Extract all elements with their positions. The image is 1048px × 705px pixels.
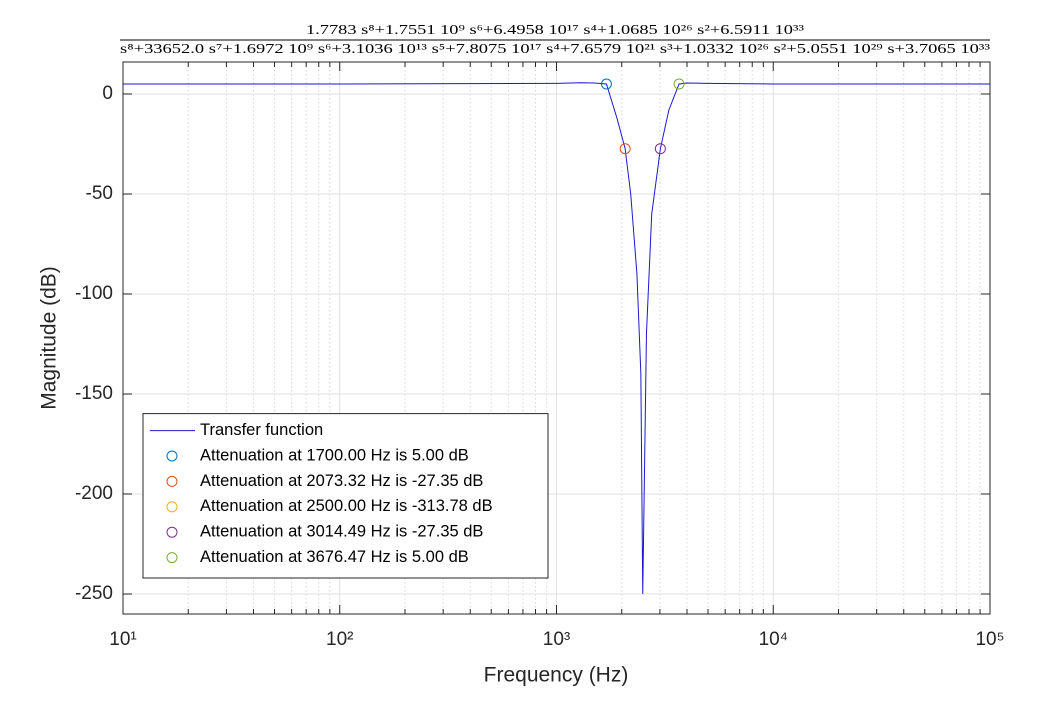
data-point bbox=[600, 78, 612, 90]
y-tick-label: -200 bbox=[75, 483, 113, 504]
legend-swatch bbox=[166, 526, 178, 538]
legend-swatch bbox=[166, 552, 178, 564]
x-tick-label: 10⁵ bbox=[975, 629, 1004, 650]
x-tick-label: 10¹ bbox=[109, 629, 136, 650]
legend-label: Attenuation at 1700.00 Hz is 5.00 dB bbox=[200, 446, 469, 464]
legend-label: Attenuation at 2500.00 Hz is -313.78 dB bbox=[200, 497, 493, 515]
legend-swatch bbox=[166, 450, 178, 462]
x-tick-label: 10⁴ bbox=[759, 629, 788, 650]
title-numerator: 1.7783 s⁸+1.7551 10⁹ s⁶+6.4958 10¹⁷ s⁴+1… bbox=[306, 22, 804, 37]
legend: Transfer function Attenuation at 1700.00 … bbox=[142, 413, 549, 579]
y-tick-label: 0 bbox=[102, 83, 113, 104]
data-point bbox=[619, 143, 631, 155]
data-point bbox=[673, 78, 685, 90]
x-tick-label: 10³ bbox=[543, 629, 570, 650]
y-tick-label: -100 bbox=[75, 283, 113, 304]
legend-swatch bbox=[166, 501, 178, 513]
legend-swatch bbox=[166, 475, 178, 487]
data-point bbox=[654, 143, 666, 155]
y-tick-label: -250 bbox=[75, 583, 113, 604]
ticks: 10¹ 10² 10³ 10⁴ 10⁵ 0 -50 -100 -150 -200 -250 bbox=[75, 62, 1005, 650]
legend-label: Attenuation at 2073.32 Hz is -27.35 dB bbox=[200, 472, 483, 490]
legend-label: Attenuation at 3676.47 Hz is 5.00 dB bbox=[200, 548, 469, 566]
title-denominator: s⁸+33652.0 s⁷+1.6972 10⁹ s⁶+3.1036 10¹³ … bbox=[120, 41, 990, 56]
data-layer bbox=[123, 78, 990, 595]
y-tick-label: -50 bbox=[86, 183, 113, 204]
x-axis-label: Frequency (Hz) bbox=[484, 664, 629, 687]
y-tick-label: -150 bbox=[75, 383, 113, 404]
legend-label: Transfer function bbox=[200, 421, 323, 439]
legend-box bbox=[142, 413, 549, 579]
x-tick-label: 10² bbox=[326, 629, 353, 650]
legend-label: Attenuation at 3014.49 Hz is -27.35 dB bbox=[200, 523, 483, 541]
y-axis-label: Magnitude (dB) bbox=[38, 266, 61, 410]
